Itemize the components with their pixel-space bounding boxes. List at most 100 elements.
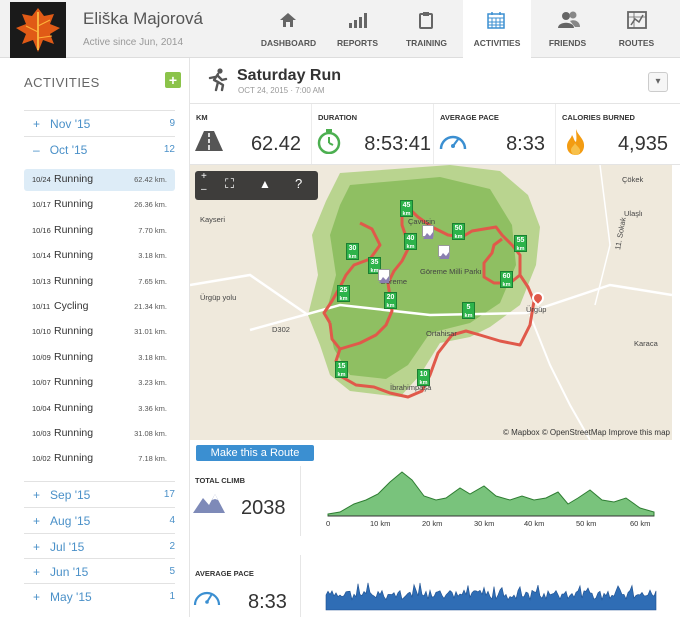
month-label: Aug '15	[50, 514, 91, 528]
km-marker[interactable]: 20 km	[384, 292, 397, 309]
nav-friends[interactable]: FRIENDS	[534, 0, 601, 58]
divider	[300, 555, 301, 617]
activity-options-toggle[interactable]: ▾	[648, 72, 668, 92]
activity-type: Running	[54, 325, 94, 338]
month-row-aug-15[interactable]: + Aug '15 4	[24, 507, 175, 533]
activity-row[interactable]: 10/07 Running 3.23 km.	[24, 372, 175, 394]
activity-type: Cycling	[54, 300, 89, 312]
fullscreen-button[interactable]: ⛶	[225, 176, 235, 191]
activity-distance: 3.18 km.	[138, 352, 167, 362]
km-marker-value: 60	[502, 273, 511, 280]
map-icon	[627, 11, 647, 29]
km-marker[interactable]: 10 km	[417, 369, 430, 386]
month-row-oct-15[interactable]: – Oct '15 12	[24, 136, 175, 162]
nav-reports-label: REPORTS	[336, 38, 379, 48]
nav-reports[interactable]: REPORTS	[324, 0, 391, 58]
km-marker[interactable]: 45 km	[400, 200, 413, 217]
map-attribution[interactable]: © Mapbox © OpenStreetMap Improve this ma…	[503, 428, 670, 437]
photo-thumbnail-icon[interactable]	[422, 225, 434, 239]
activity-row[interactable]: 10/14 Running 3.18 km.	[24, 245, 175, 267]
activity-distance: 31.01 km.	[134, 327, 167, 337]
map-place-label: Karaca	[634, 339, 658, 348]
km-marker-value: 45	[402, 202, 411, 209]
activity-date: 10/10	[32, 327, 51, 337]
stat-value: 62.42	[250, 133, 301, 155]
nav-routes-label: ROUTES	[618, 38, 655, 48]
month-row-jun-15[interactable]: + Jun '15 5	[24, 558, 175, 584]
map-place-label: Göreme	[380, 277, 408, 286]
nav-dashboard[interactable]: DASHBOARD	[255, 0, 322, 58]
activity-type: Running	[54, 427, 94, 439]
activity-row[interactable]: 10/17 Running 26.36 km.	[24, 194, 175, 216]
user-name[interactable]: Eliška Majorová	[83, 9, 203, 28]
speedometer-icon	[439, 135, 467, 150]
km-marker[interactable]: 60 km	[500, 271, 513, 288]
calendar-icon	[487, 12, 505, 29]
month-count: 12	[163, 144, 175, 155]
zoom-out-button[interactable]: –	[201, 184, 207, 195]
activity-row[interactable]: 10/03 Running 31.08 km.	[24, 423, 175, 445]
activity-row[interactable]: 10/16 Running 7.70 km.	[24, 220, 175, 242]
mountain-icon	[193, 494, 225, 513]
activity-row[interactable]: 10/13 Running 7.65 km.	[24, 271, 175, 293]
map-toolbar: + – ⛶ ▲ ?	[195, 171, 318, 200]
nav-training-label: TRAINING	[405, 38, 448, 48]
nav-routes[interactable]: ROUTES	[603, 0, 670, 58]
km-marker-value: 5	[466, 304, 471, 311]
km-marker[interactable]: 40 km	[404, 233, 417, 250]
activity-row[interactable]: 10/10 Running 31.01 km.	[24, 321, 175, 343]
km-marker[interactable]: 30 km	[346, 243, 359, 260]
activity-date: 10/09	[32, 352, 51, 362]
km-marker[interactable]: 35 km	[368, 257, 381, 274]
month-row-nov-15[interactable]: + Nov '15 9	[24, 110, 175, 136]
activity-row[interactable]: 10/09 Running 3.18 km.	[24, 347, 175, 369]
km-marker[interactable]: 55 km	[514, 235, 527, 252]
km-marker[interactable]: 50 km	[452, 223, 465, 240]
month-label: Jun '15	[50, 565, 89, 579]
activity-type: Running	[54, 249, 94, 262]
activity-row[interactable]: 10/11 Cycling 21.34 km.	[24, 296, 175, 318]
km-marker-unit: km	[339, 296, 348, 302]
month-count: 2	[169, 541, 175, 552]
expand-icon: +	[33, 540, 41, 554]
activity-date: 10/13	[32, 276, 51, 286]
month-row-sep-15[interactable]: + Sep '15 17	[24, 481, 175, 507]
month-count: 1	[169, 591, 175, 602]
nav-training[interactable]: TRAINING	[393, 0, 460, 58]
expand-icon: +	[33, 117, 41, 131]
terrain-button[interactable]: ▲	[259, 177, 271, 191]
help-button[interactable]: ?	[295, 176, 303, 191]
activity-type: Running	[54, 198, 94, 211]
zoom-in-button[interactable]: +	[201, 171, 207, 182]
activity-date: 10/02	[32, 454, 51, 464]
expand-icon: +	[33, 590, 41, 604]
km-marker[interactable]: 15 km	[335, 361, 348, 378]
activity-title: Saturday Run	[237, 67, 342, 84]
avatar[interactable]	[10, 2, 66, 58]
photo-thumbnail-icon[interactable]	[378, 269, 390, 283]
make-route-button[interactable]: Make this a Route	[196, 445, 314, 461]
activity-row[interactable]: 10/24 Running 62.42 km.	[24, 169, 175, 191]
activity-distance: 31.08 km.	[134, 429, 167, 438]
km-marker-value: 35	[370, 259, 379, 266]
activity-type: Running	[54, 223, 94, 236]
stat-label: CALORIES BURNED	[562, 113, 635, 122]
activity-row[interactable]: 10/04 Running 3.36 km.	[24, 398, 175, 420]
month-row-may-15[interactable]: + May '15 1	[24, 583, 175, 609]
activity-type: Running	[54, 401, 94, 414]
month-row-jul-15[interactable]: + Jul '15 2	[24, 533, 175, 559]
add-activity-button[interactable]: +	[165, 72, 181, 88]
km-marker[interactable]: 5 km	[462, 302, 475, 319]
photo-thumbnail-icon[interactable]	[438, 245, 450, 259]
activity-distance: 21.34 km.	[134, 302, 167, 311]
axis-tick: 40 km	[524, 519, 544, 528]
expand-icon: +	[33, 514, 41, 528]
nav-activities[interactable]: ACTIVITIES	[463, 0, 531, 59]
activity-date: 10/04	[32, 403, 51, 413]
km-marker[interactable]: 25 km	[337, 285, 350, 302]
activity-row[interactable]: 10/02 Running 7.18 km.	[24, 448, 175, 470]
route-map[interactable]: Çökek Ulaşlı Çavuşin Göreme Milli Parkı Göre…	[190, 165, 672, 440]
km-marker-unit: km	[348, 254, 357, 260]
clipboard-icon	[419, 12, 433, 29]
month-label: Oct '15	[49, 143, 88, 157]
